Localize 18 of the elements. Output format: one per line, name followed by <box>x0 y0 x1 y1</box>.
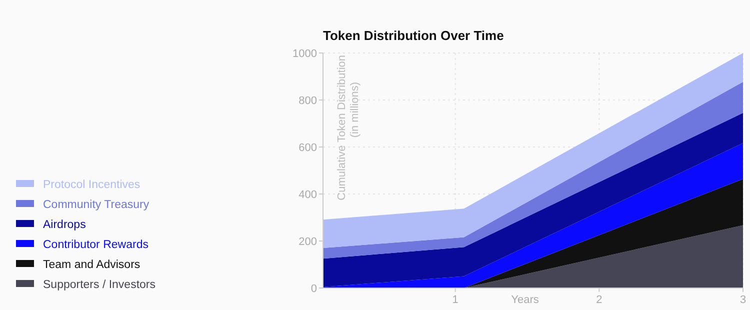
legend-label: Protocol Incentives <box>43 179 140 192</box>
x-axis-title: Years <box>511 294 540 306</box>
legend-label: Supporters / Investors <box>43 279 156 292</box>
legend-label: Airdrops <box>43 219 86 232</box>
y-tick-label: 600 <box>298 142 317 154</box>
y-tick-label: 1000 <box>292 48 317 60</box>
y-tick-label: 0 <box>310 282 317 295</box>
y-tick-label: 400 <box>298 188 317 201</box>
legend-label: Contributor Rewards <box>43 239 149 252</box>
legend-label: Community Treasury <box>43 199 150 212</box>
y-tick-label: 800 <box>298 94 317 107</box>
y-tick-label: 200 <box>298 236 317 248</box>
chart-title: Token Distribution Over Time <box>323 28 504 43</box>
legend-label: Team and Advisors <box>43 259 140 272</box>
y-axis-title: Cumulative Token Distribution (in millions) <box>336 55 361 200</box>
x-tick-label: 1 <box>452 294 458 306</box>
x-tick-label: 2 <box>596 294 602 306</box>
x-tick-label: 3 <box>740 294 746 306</box>
